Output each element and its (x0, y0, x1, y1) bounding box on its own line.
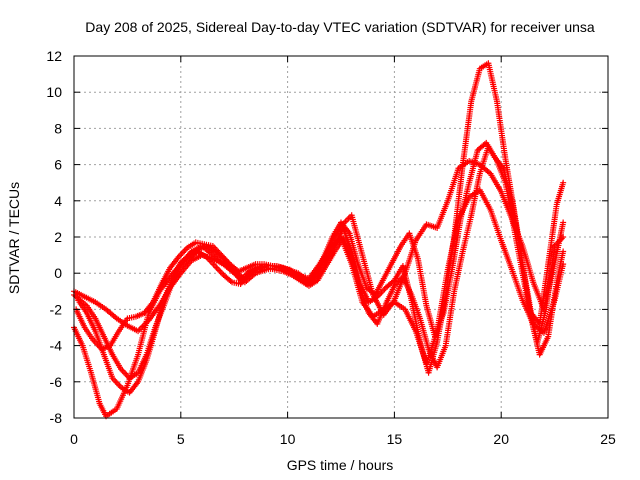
y-tick-label: -6 (50, 374, 63, 390)
series-track-1 (71, 60, 567, 382)
data-point (560, 234, 567, 240)
x-tick-label: 15 (387, 431, 403, 447)
series-track-2 (71, 186, 567, 420)
x-tick-label: 0 (70, 431, 78, 447)
y-tick-label: 12 (46, 48, 62, 64)
y-axis-label: SDTVAR / TECUs (6, 182, 22, 294)
y-tick-label: 2 (54, 229, 62, 245)
y-tick-label: 8 (54, 120, 62, 136)
y-tick-label: -4 (50, 338, 63, 354)
y-tick-label: 4 (54, 193, 62, 209)
y-tick-label: -8 (50, 410, 63, 426)
x-tick-label: 20 (493, 431, 509, 447)
chart-title: Day 208 of 2025, Sidereal Day-to-day VTE… (85, 19, 595, 35)
series-track-5 (73, 139, 567, 353)
x-tick-label: 25 (600, 431, 616, 447)
x-axis-label: GPS time / hours (287, 457, 394, 473)
data-point (560, 248, 567, 255)
axis-ticks: 0 5 10 15 20 25 -8 -6 -4 -2 0 2 4 6 8 10 12 (46, 48, 616, 447)
series-track-4 (71, 157, 567, 335)
y-tick-label: -2 (50, 301, 63, 317)
gridlines (74, 56, 608, 418)
y-tick-label: 10 (46, 84, 62, 100)
y-tick-label: 0 (54, 265, 62, 281)
x-tick-label: 5 (177, 431, 185, 447)
data-point (560, 179, 567, 186)
x-tick-label: 10 (280, 431, 296, 447)
data-points (71, 60, 567, 420)
data-point (560, 219, 567, 226)
y-tick-label: 6 (54, 157, 62, 173)
